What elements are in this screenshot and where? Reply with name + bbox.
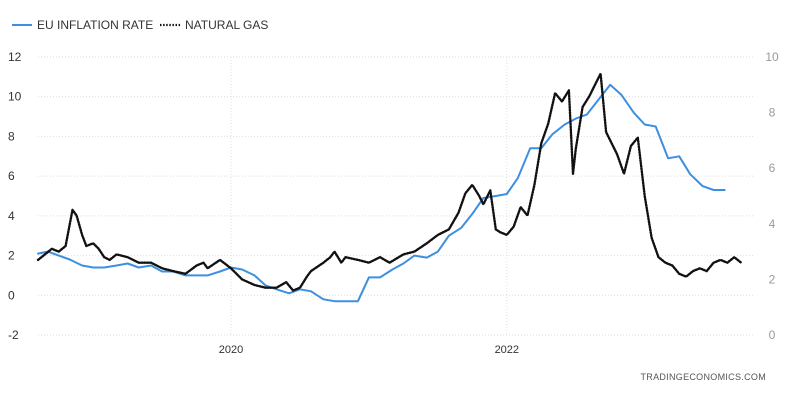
x-tick-label: 2022 — [495, 344, 519, 356]
left-tick-label: 10 — [8, 90, 22, 104]
right-tick-label: 2 — [769, 272, 776, 286]
right-tick-label: 6 — [769, 161, 776, 175]
series-line-eu-inflation-rate — [37, 83, 726, 303]
legend-label-natural-gas: NATURAL GAS — [185, 18, 268, 32]
gridlines — [38, 56, 755, 336]
left-tick-label: 12 — [8, 50, 22, 64]
left-axis-ticks: -2 0 2 4 6 8 10 12 — [8, 50, 22, 342]
series-layer — [36, 72, 743, 303]
right-tick-label: 10 — [765, 50, 779, 64]
left-tick-label: 4 — [8, 209, 15, 223]
watermark: TRADINGECONOMICS.COM — [640, 372, 766, 382]
legend: EU INFLATION RATE NATURAL GAS — [12, 18, 268, 32]
left-tick-label: 2 — [8, 249, 15, 263]
right-tick-label: 8 — [769, 106, 776, 120]
right-tick-label: 0 — [769, 328, 776, 342]
left-tick-label: 6 — [8, 169, 15, 183]
legend-label-eu-inflation-rate: EU INFLATION RATE — [37, 18, 153, 32]
x-axis-ticks: 2020 2022 — [219, 344, 519, 356]
left-tick-label: -2 — [8, 328, 19, 342]
series-line-natural-gas — [36, 72, 743, 292]
right-axis-ticks: 0 2 4 6 8 10 — [765, 50, 779, 342]
left-tick-label: 8 — [8, 129, 15, 143]
right-tick-label: 4 — [769, 217, 776, 231]
x-tick-label: 2020 — [219, 344, 243, 356]
left-tick-label: 0 — [8, 288, 15, 302]
